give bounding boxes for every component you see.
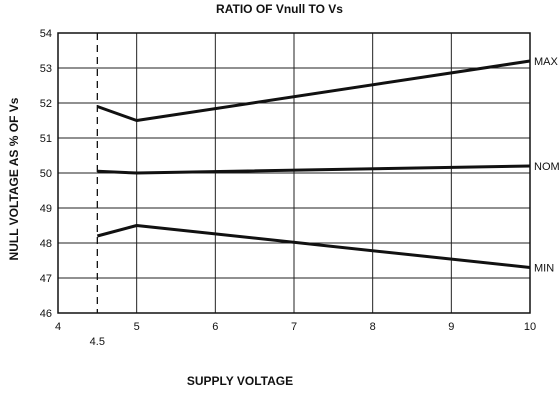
series-line-min (96, 224, 531, 269)
reference-line-label: 4.5 (90, 336, 105, 348)
y-tick-label: 49 (40, 203, 52, 215)
series-line-nom (97, 164, 531, 175)
y-tick-label: 51 (40, 133, 52, 145)
series-label-nom: NOM (534, 161, 559, 173)
series-label-min: MIN (534, 263, 554, 275)
y-tick-label: 54 (40, 28, 52, 40)
series-group: MAX NOM MIN (96, 56, 559, 275)
series-line-max (96, 59, 531, 122)
y-tick-label: 47 (40, 273, 52, 285)
y-tick-label: 52 (40, 98, 52, 110)
reference-line-group: 4.5 (90, 33, 105, 348)
y-tick-label: 53 (40, 63, 52, 75)
x-tick-label: 8 (370, 321, 376, 333)
tick-labels: 46 47 48 49 50 51 52 53 54 4 5 6 7 8 9 10 (40, 28, 536, 333)
chart-title: RATIO OF Vnull TO Vs (216, 2, 343, 16)
x-tick-label: 7 (291, 321, 297, 333)
x-tick-label: 5 (134, 321, 140, 333)
series-label-max: MAX (534, 56, 559, 68)
y-tick-label: 50 (40, 168, 52, 180)
x-tick-label: 9 (448, 321, 454, 333)
x-tick-label: 6 (212, 321, 218, 333)
y-tick-label: 46 (40, 308, 52, 320)
x-axis-label: SUPPLY VOLTAGE (186, 374, 294, 388)
plot-frame (57, 32, 531, 314)
y-tick-label: 48 (40, 238, 52, 250)
x-tick-label: 10 (524, 321, 536, 333)
x-tick-label: 4 (55, 321, 61, 333)
